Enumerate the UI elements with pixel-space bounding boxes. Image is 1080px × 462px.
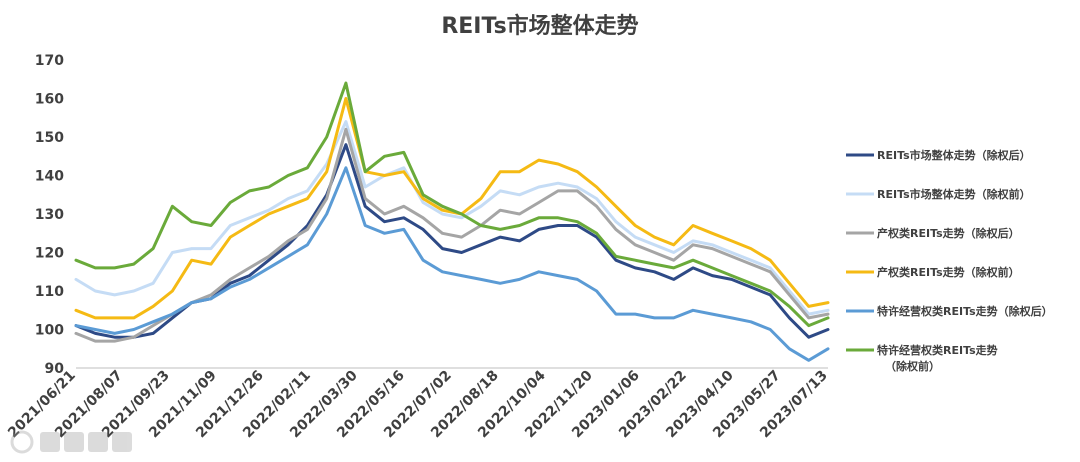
- legend-label: 特许经营权类REITs走势（除权后）: [877, 304, 1053, 318]
- y-tick-label: 160: [35, 92, 64, 108]
- series-line: [74, 97, 830, 320]
- y-tick-label: 110: [35, 284, 64, 300]
- series-line: [74, 166, 830, 362]
- legend-label: 特许经营权类REITs走势: [877, 343, 998, 357]
- y-tick-label: 130: [35, 207, 64, 223]
- legend-label: REITs市场整体走势（除权前）: [877, 187, 1031, 201]
- legend: REITs市场整体走势（除权后） REITs市场整体走势（除权前） 产权类REITs…: [846, 148, 1053, 373]
- y-tick-label: 140: [35, 169, 64, 185]
- y-tick-label: 150: [35, 130, 64, 146]
- chart-title: REITs市场整体走势: [441, 13, 638, 39]
- series-line: [74, 81, 830, 328]
- series-lines: [74, 81, 830, 362]
- y-tick-label: 120: [35, 246, 64, 262]
- legend-label: 产权类REITs走势（除权前）: [877, 265, 1020, 279]
- legend-label: 产权类REITs走势（除权后）: [877, 226, 1020, 240]
- y-tick-label: 90: [45, 361, 65, 377]
- y-tick-label: 170: [35, 53, 64, 69]
- watermark-logo: [10, 430, 132, 454]
- legend-label: （除权前）: [885, 359, 940, 373]
- legend-label: REITs市场整体走势（除权后）: [877, 148, 1031, 162]
- y-tick-label: 100: [35, 323, 64, 339]
- series-line: [74, 127, 830, 343]
- series-line: [74, 143, 830, 339]
- series-line: [74, 120, 830, 316]
